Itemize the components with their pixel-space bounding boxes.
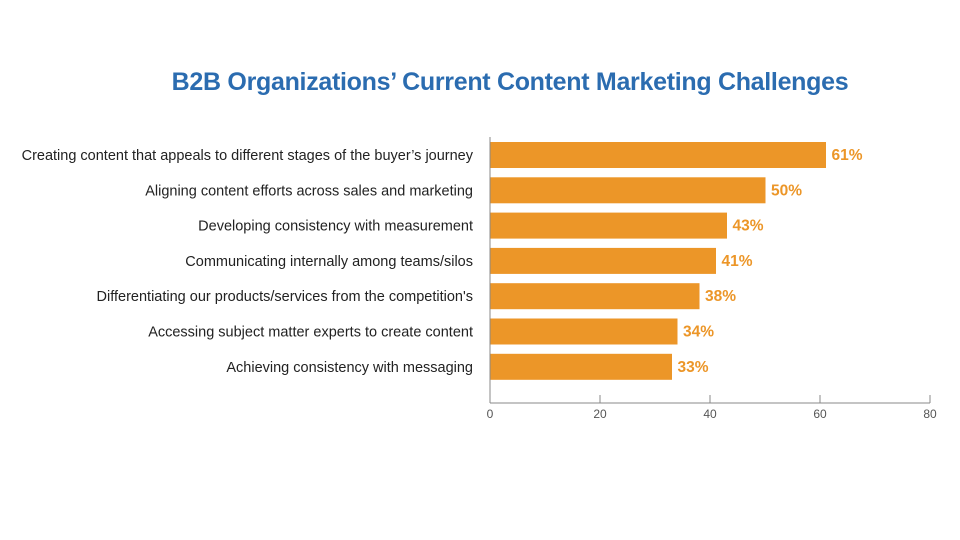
- value-label: 61%: [832, 147, 863, 164]
- category-label: Developing consistency with measurement: [198, 219, 473, 235]
- category-label: Communicating internally among teams/sil…: [185, 254, 473, 270]
- bar: [490, 212, 727, 239]
- category-label: Aligning content efforts across sales an…: [145, 183, 473, 199]
- category-label: Creating content that appeals to differe…: [22, 148, 474, 164]
- x-tick-label: 20: [593, 407, 607, 421]
- bar: [490, 283, 700, 310]
- value-label: 38%: [705, 288, 736, 305]
- bar: [490, 177, 766, 204]
- category-label: Differentiating our products/services fr…: [97, 289, 473, 305]
- x-tick-label: 80: [923, 407, 937, 421]
- value-label: 43%: [733, 218, 764, 235]
- bar: [490, 142, 826, 168]
- value-label: 34%: [683, 324, 714, 341]
- bar: [490, 318, 678, 345]
- category-label: Achieving consistency with messaging: [226, 360, 473, 376]
- bar: [490, 247, 716, 274]
- labels: Creating content that appeals to differe…: [22, 147, 863, 376]
- x-tick-label: 60: [813, 407, 827, 421]
- chart-title: B2B Organizations’ Current Content Marke…: [171, 68, 849, 96]
- axes: 0 20 40 60 80: [487, 137, 937, 421]
- value-label: 33%: [678, 359, 709, 376]
- value-label: 50%: [771, 182, 802, 199]
- value-label: 41%: [722, 253, 753, 270]
- category-label: Accessing subject matter experts to crea…: [148, 325, 473, 341]
- bar: [490, 353, 672, 380]
- x-tick-label: 0: [487, 407, 494, 421]
- bars: [490, 142, 826, 380]
- x-tick-label: 40: [703, 407, 717, 421]
